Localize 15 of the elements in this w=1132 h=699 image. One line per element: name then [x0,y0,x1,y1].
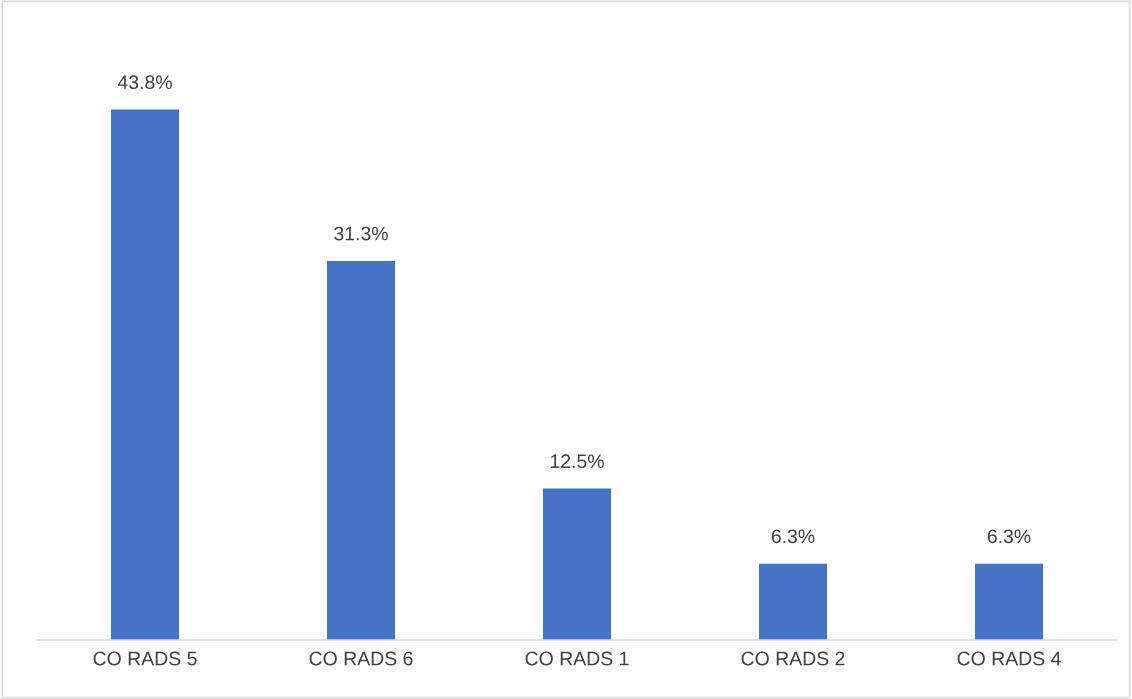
x-tick-label: CO RADS 6 [309,651,413,666]
bar [326,260,396,640]
bar [110,109,180,640]
data-label: 31.3% [334,226,388,241]
x-tick-label: CO RADS 5 [93,651,197,666]
bar [974,563,1044,640]
x-tick-label: CO RADS 4 [957,651,1061,666]
bar [542,488,612,640]
x-tick-label: CO RADS 2 [741,651,845,666]
x-tick-label: CO RADS 1 [525,651,629,666]
bar [758,563,828,640]
data-label: 6.3% [987,529,1031,544]
data-label: 12.5% [550,454,604,469]
data-label: 6.3% [771,529,815,544]
data-label: 43.8% [117,75,172,90]
